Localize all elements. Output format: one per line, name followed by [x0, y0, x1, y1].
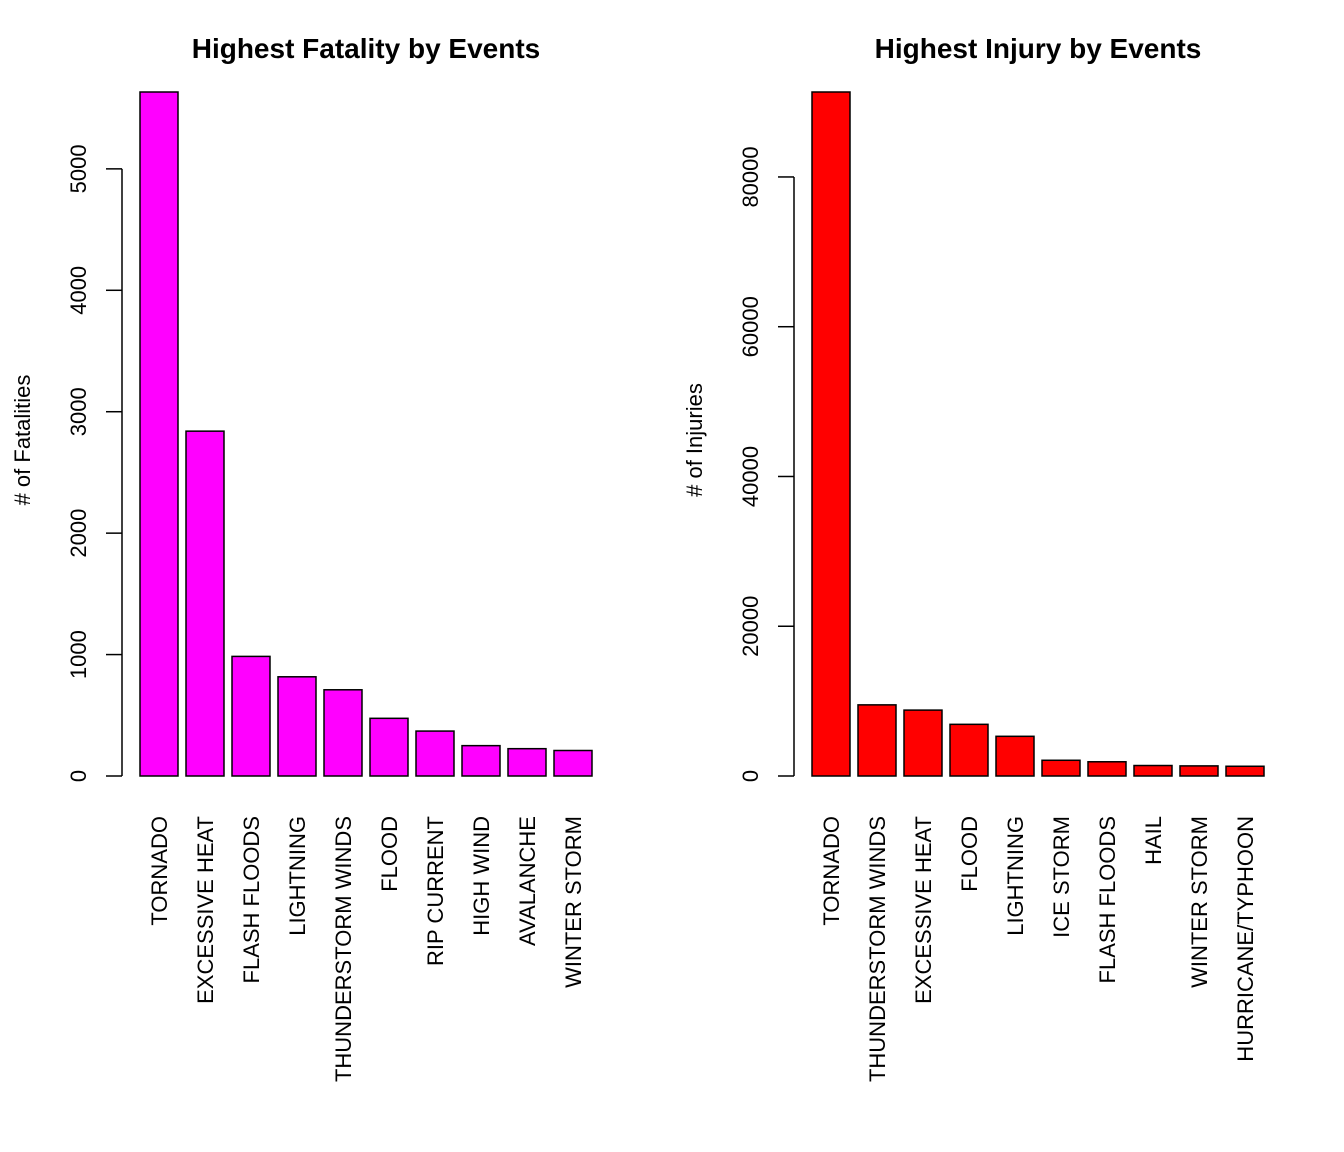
- fatality-category-label: TORNADO: [147, 816, 172, 926]
- injury-bar: [903, 709, 943, 777]
- injury-category-label: ICE STORM: [1049, 816, 1074, 938]
- injury-bar: [1225, 765, 1265, 777]
- fatality-category-label: THUNDERSTORM WINDS: [331, 816, 356, 1082]
- fatality-y-tick-label: 2000: [66, 509, 91, 558]
- injury-category-label: WINTER STORM: [1187, 816, 1212, 988]
- fatality-category-label: FLOOD: [377, 816, 402, 892]
- fatality-y-tick-label: 1000: [66, 630, 91, 679]
- fatality-bar: [185, 430, 225, 777]
- injury-chart-title: Highest Injury by Events: [875, 33, 1202, 64]
- injury-chart-panel: Highest Injury by Events # of Injuries 0 20…: [682, 33, 1265, 1082]
- injury-bar: [1041, 759, 1081, 777]
- fatality-y-tick-label: 4000: [66, 266, 91, 315]
- injury-y-tick-label: 60000: [738, 296, 763, 357]
- fatality-category-label: LIGHTNING: [285, 816, 310, 936]
- fatality-chart-panel: Highest Fatality by Events # of Fatalitie…: [10, 33, 593, 1082]
- injury-category-label: LIGHTNING: [1003, 816, 1028, 936]
- fatality-y-axis-label: # of Fatalities: [10, 375, 35, 506]
- injury-bar: [811, 91, 851, 777]
- injury-y-tick-label: 0: [738, 770, 763, 782]
- injury-y-tick-label: 40000: [738, 446, 763, 507]
- injury-y-tick-label: 20000: [738, 596, 763, 657]
- fatality-y-tick-label: 0: [66, 770, 91, 782]
- fatality-chart-title: Highest Fatality by Events: [192, 33, 541, 64]
- injury-y-tick-label: 80000: [738, 146, 763, 207]
- injury-bar: [1133, 764, 1173, 777]
- fatality-bar: [277, 676, 317, 777]
- injury-category-label: EXCESSIVE HEAT: [911, 816, 936, 1004]
- fatality-category-label: AVALANCHE: [515, 816, 540, 946]
- injury-category-label: HAIL: [1141, 816, 1166, 865]
- fatality-y-tick-label: 3000: [66, 387, 91, 436]
- fatality-category-label: WINTER STORM: [561, 816, 586, 988]
- injury-category-label: TORNADO: [819, 816, 844, 926]
- injury-category-label: FLOOD: [957, 816, 982, 892]
- injury-bar: [995, 735, 1035, 777]
- injury-category-label: HURRICANE/TYPHOON: [1233, 816, 1258, 1062]
- fatality-bar: [415, 730, 455, 777]
- injury-category-label: THUNDERSTORM WINDS: [865, 816, 890, 1082]
- fatality-category-label: EXCESSIVE HEAT: [193, 816, 218, 1004]
- fatality-bar: [507, 747, 547, 777]
- fatality-category-label: HIGH WIND: [469, 816, 494, 936]
- fatality-bar: [231, 655, 271, 777]
- fatality-bar: [139, 91, 179, 777]
- injury-y-axis-label: # of Injuries: [682, 383, 707, 497]
- injury-bar: [949, 723, 989, 777]
- fatality-bar: [553, 749, 593, 777]
- fatality-bar: [369, 717, 409, 777]
- fatality-bar: [323, 689, 363, 777]
- injury-bar: [857, 704, 897, 777]
- injury-bar: [1179, 765, 1219, 777]
- injury-category-label: FLASH FLOODS: [1095, 816, 1120, 983]
- fatality-bar: [461, 744, 501, 777]
- fatality-category-label: RIP CURRENT: [423, 816, 448, 966]
- fatality-category-label: FLASH FLOODS: [239, 816, 264, 983]
- injury-bar: [1087, 761, 1127, 777]
- fatality-y-tick-label: 5000: [66, 144, 91, 193]
